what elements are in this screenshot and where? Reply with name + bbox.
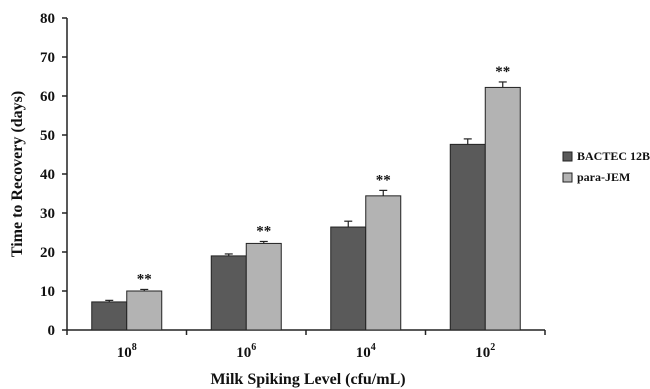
x-tick-label-exponent: 6	[251, 342, 256, 353]
y-tick-label: 80	[40, 11, 55, 27]
significance-marker: **	[376, 172, 391, 188]
y-axis: 0 10 20 30 40 50 60 70 80	[40, 11, 68, 339]
x-tick-label: 108	[117, 342, 137, 361]
x-tick-label-exponent: 2	[490, 342, 495, 353]
bar-para-jem	[245, 242, 282, 331]
y-tick-label: 0	[48, 323, 56, 339]
y-tick-label: 10	[40, 284, 55, 300]
legend-label: BACTEC 12B	[577, 149, 650, 163]
y-tick-label: 30	[40, 206, 55, 222]
significance-marker: **	[495, 64, 510, 80]
bars-group: ** ** ** **	[91, 64, 521, 331]
x-tick-label: 102	[475, 342, 495, 361]
bar-bactec-12b	[330, 226, 367, 331]
bar-para-jem	[484, 86, 521, 331]
x-tick-label-exponent: 4	[371, 342, 376, 353]
x-tick-label: 104	[356, 342, 376, 361]
x-tick-label: 106	[236, 342, 256, 361]
x-axis	[66, 329, 546, 335]
x-tick-label-base: 10	[117, 345, 132, 361]
y-tick-label: 20	[40, 245, 55, 261]
x-tick-label-base: 10	[475, 345, 490, 361]
legend-label: para-JEM	[577, 170, 630, 184]
legend-swatch	[562, 172, 573, 183]
y-tick-label: 50	[40, 128, 55, 144]
x-axis-title: Milk Spiking Level (cfu/mL)	[210, 371, 405, 388]
bar-para-jem	[126, 290, 163, 331]
significance-marker: **	[137, 271, 152, 287]
bar-para-jem	[365, 195, 402, 331]
category-labels: 108 106 104 102	[117, 342, 496, 361]
x-tick-label-exponent: 8	[132, 342, 137, 353]
x-tick-label-base: 10	[356, 345, 371, 361]
y-tick-label: 60	[40, 89, 55, 105]
legend-swatch	[562, 151, 573, 162]
bar-bactec-12b	[210, 255, 247, 331]
y-axis-title: Time to Recovery (days)	[9, 91, 26, 257]
y-tick-label: 70	[40, 50, 55, 66]
y-tick-label: 40	[40, 167, 55, 183]
x-tick-label-base: 10	[236, 345, 251, 361]
significance-marker: **	[256, 223, 271, 239]
bar-bactec-12b	[91, 301, 128, 331]
legend: BACTEC 12B para-JEM	[562, 149, 650, 184]
bar-bactec-12b	[449, 143, 486, 331]
